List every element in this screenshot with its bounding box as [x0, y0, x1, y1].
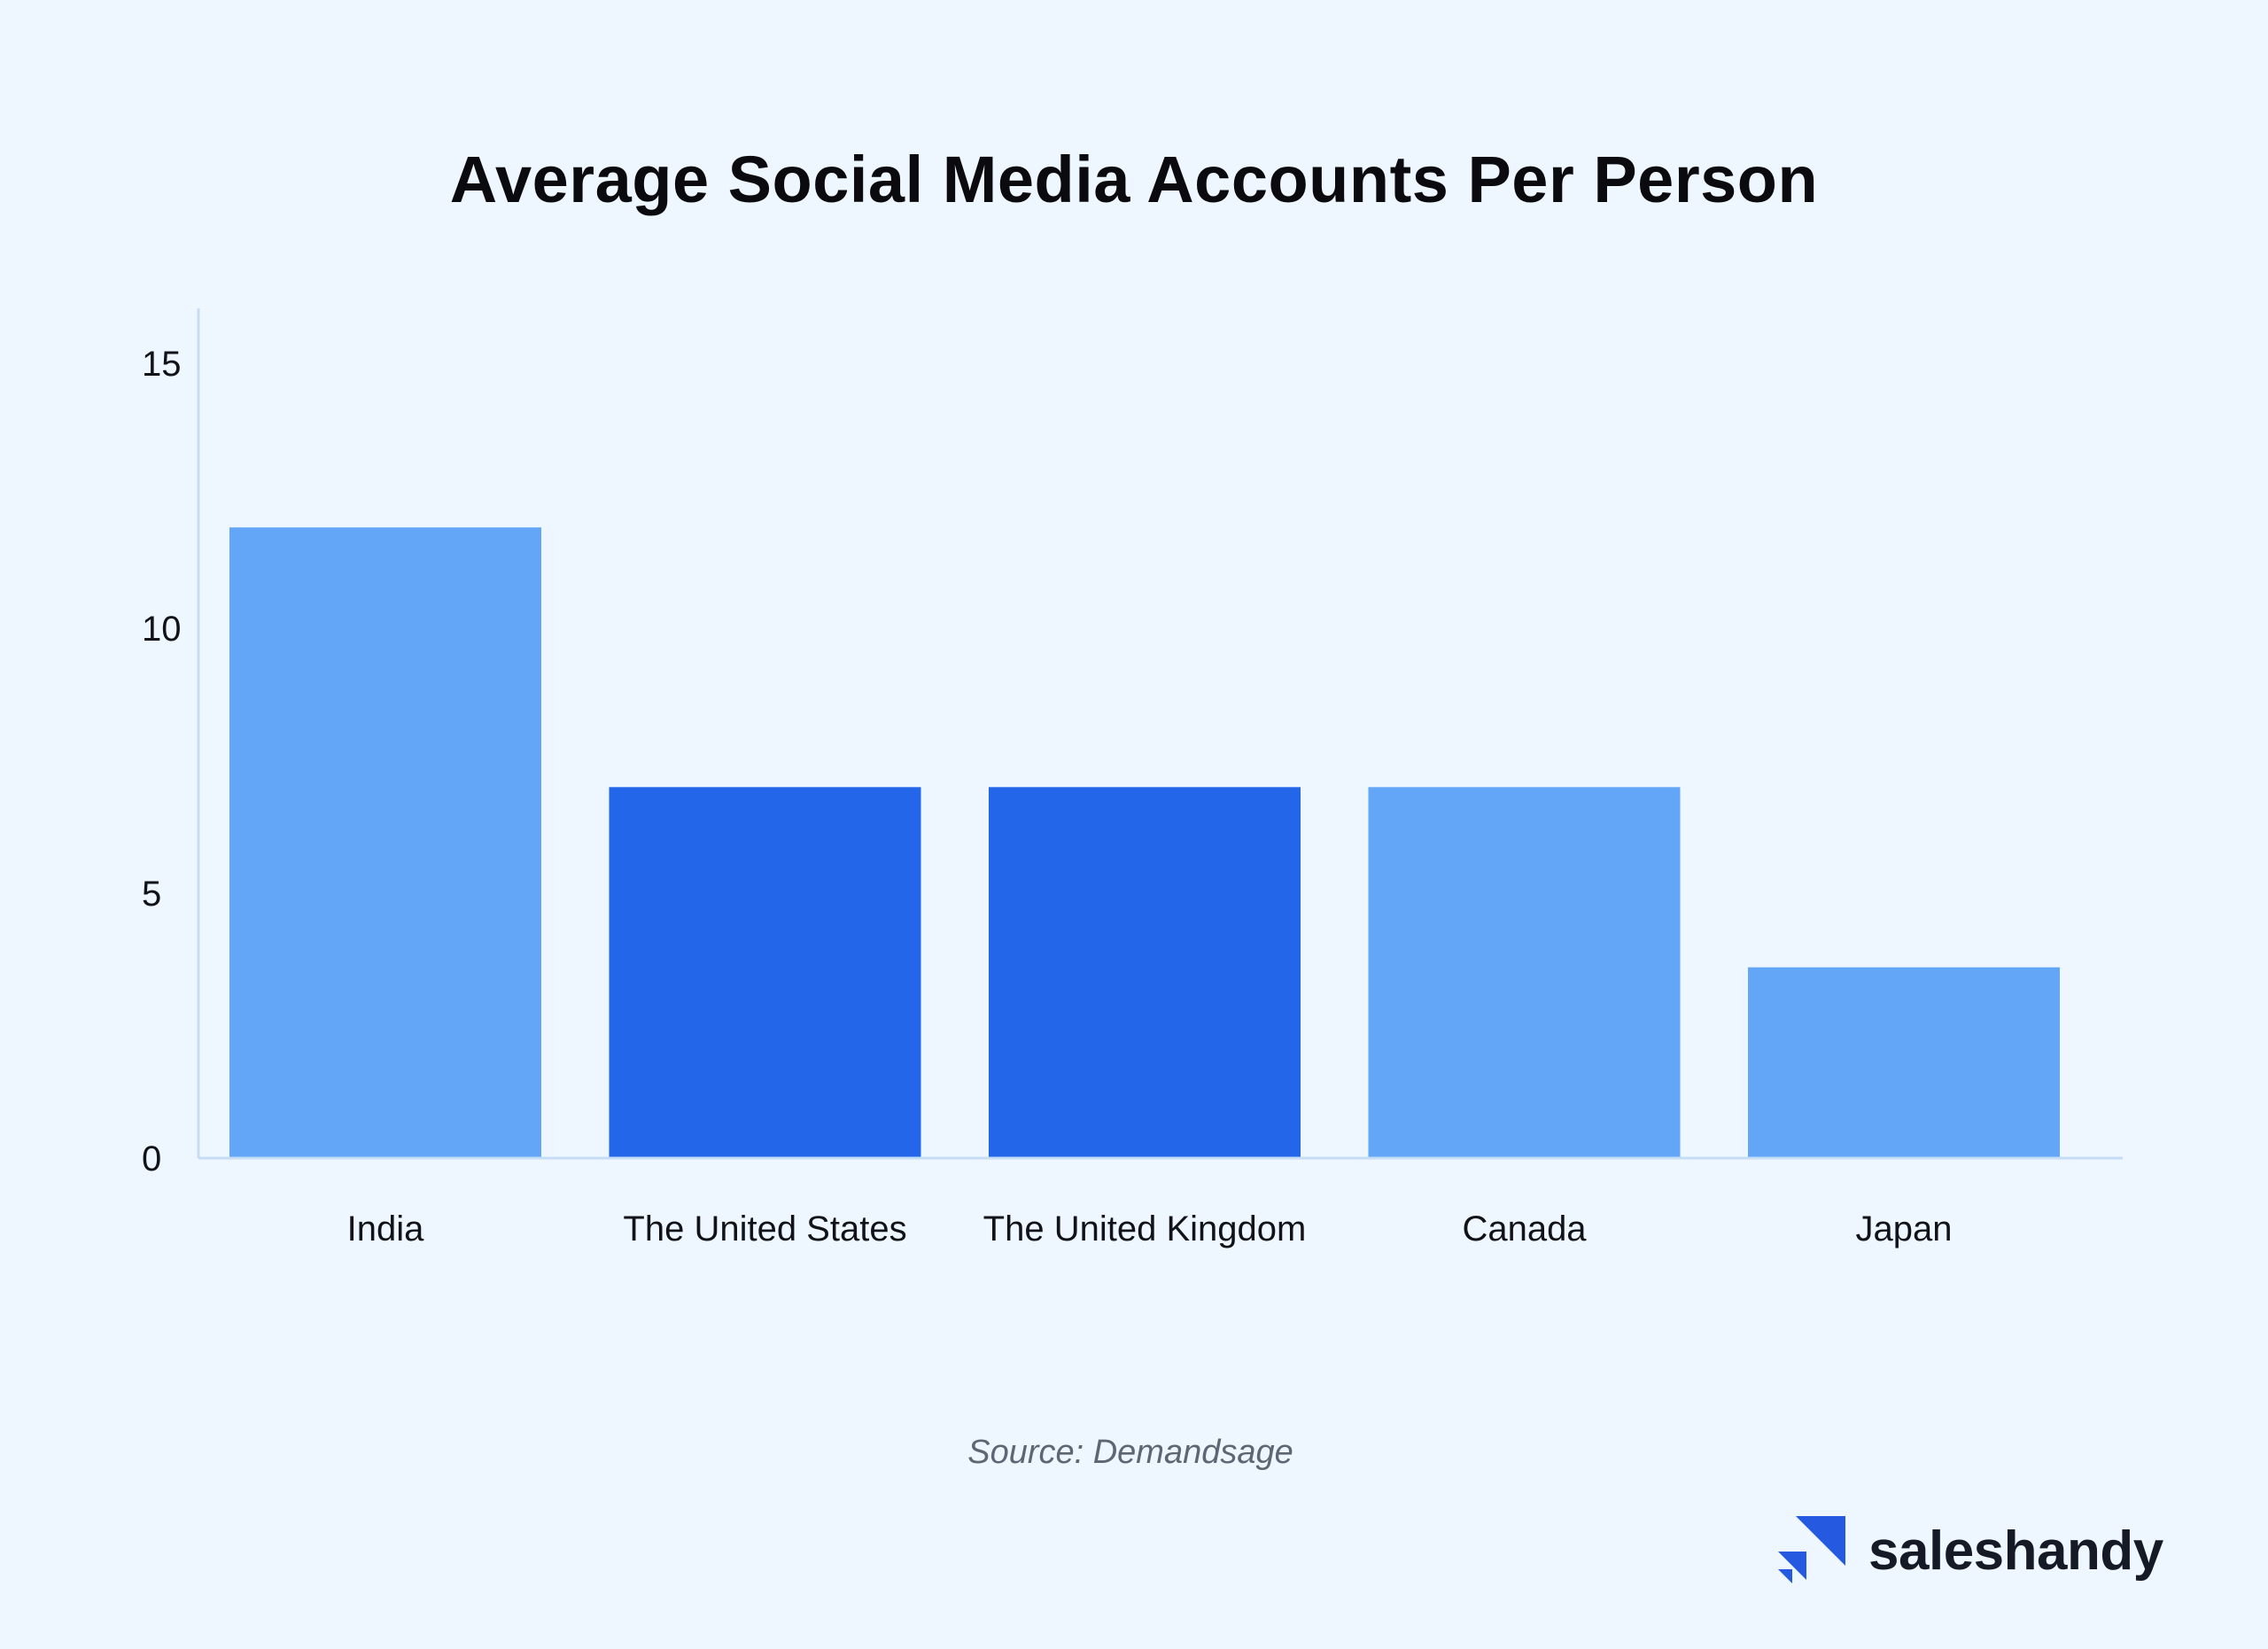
- y-tick-label: 10: [142, 610, 182, 649]
- brand-name: saleshandy: [1868, 1520, 2163, 1582]
- x-category-label: Japan: [1856, 1210, 1953, 1248]
- x-category-label: The United States: [623, 1210, 906, 1248]
- saleshandy-logo-icon: [1778, 1516, 1845, 1583]
- source-note: Source: Demandsage: [967, 1434, 1293, 1471]
- y-tick-label: 5: [142, 875, 161, 914]
- x-category-label: Canada: [1462, 1210, 1587, 1248]
- bar-the-united-states: [609, 787, 921, 1158]
- bar-japan: [1748, 967, 2060, 1158]
- x-category-label: India: [347, 1210, 424, 1248]
- chart-title: Average Social Media Accounts Per Person: [449, 143, 1819, 216]
- brand-logo: saleshandy: [1776, 1511, 2163, 1591]
- bar-canada: [1368, 787, 1681, 1158]
- y-tick-label: 0: [142, 1140, 161, 1178]
- bar-the-united-kingdom: [989, 787, 1301, 1158]
- x-category-label: The United Kingdom: [983, 1210, 1307, 1248]
- bar-india: [229, 527, 541, 1158]
- y-tick-label: 15: [142, 345, 182, 384]
